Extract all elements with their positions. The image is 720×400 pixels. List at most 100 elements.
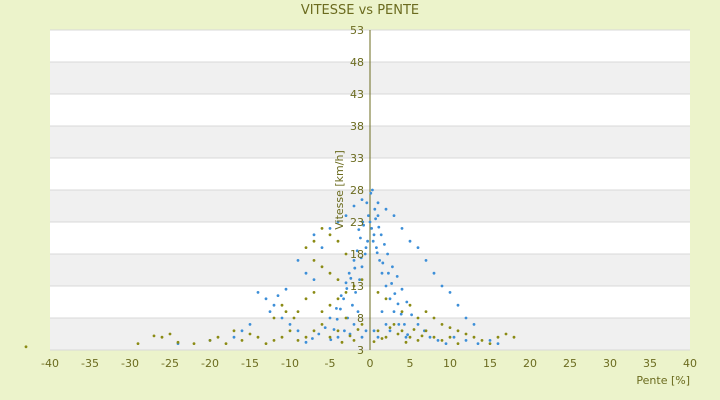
data-point xyxy=(400,329,404,333)
data-point xyxy=(403,323,406,326)
data-point xyxy=(406,333,409,337)
data-point xyxy=(192,342,196,345)
data-point xyxy=(376,329,380,333)
data-point xyxy=(440,339,444,342)
data-point xyxy=(452,335,456,339)
data-point xyxy=(264,297,268,301)
data-point xyxy=(224,342,228,345)
data-point xyxy=(512,335,516,339)
data-point xyxy=(362,223,365,227)
data-point xyxy=(376,214,380,218)
data-point xyxy=(232,335,236,339)
data-point xyxy=(304,335,308,339)
data-point xyxy=(360,198,364,202)
data-point xyxy=(248,323,252,326)
y-axis-label: Vitesse [km/h] xyxy=(333,150,346,230)
x-tick-label: -25 xyxy=(161,357,179,370)
data-point xyxy=(352,323,356,326)
data-point xyxy=(328,335,332,339)
data-point xyxy=(296,339,300,342)
data-point xyxy=(392,323,396,326)
data-point xyxy=(456,342,460,345)
data-point xyxy=(380,337,384,340)
data-point xyxy=(424,310,428,313)
data-point xyxy=(416,316,420,320)
data-point xyxy=(404,340,408,344)
data-point xyxy=(363,252,367,256)
x-tick-label: 5 xyxy=(407,357,414,370)
data-point xyxy=(368,220,372,224)
data-point xyxy=(256,335,260,339)
x-tick-label: -40 xyxy=(41,357,59,370)
data-point xyxy=(360,278,364,281)
data-point xyxy=(317,332,321,336)
data-point xyxy=(360,335,364,339)
x-tick-label: -20 xyxy=(201,357,219,370)
data-point xyxy=(272,339,276,342)
data-point xyxy=(352,204,356,208)
data-point xyxy=(387,271,390,275)
x-tick-label: 0 xyxy=(367,357,374,370)
data-point xyxy=(370,227,373,230)
data-point xyxy=(336,278,340,281)
data-point xyxy=(354,291,357,294)
data-point xyxy=(355,249,359,253)
data-point xyxy=(280,335,284,339)
data-point xyxy=(400,227,404,230)
data-point xyxy=(400,310,404,313)
data-point xyxy=(216,335,220,339)
y-tick-label: 13 xyxy=(350,280,364,293)
data-point xyxy=(476,342,480,345)
data-point xyxy=(272,303,276,307)
data-point xyxy=(280,303,284,307)
data-point xyxy=(284,287,288,291)
data-point xyxy=(336,297,340,301)
data-point xyxy=(504,332,508,336)
data-point xyxy=(376,291,380,294)
data-point xyxy=(379,233,383,237)
data-point xyxy=(464,332,468,336)
data-point xyxy=(464,339,468,342)
data-point xyxy=(432,271,436,275)
data-point xyxy=(328,227,332,230)
data-point xyxy=(360,265,364,269)
data-point xyxy=(348,332,352,336)
data-point xyxy=(396,332,400,336)
data-point xyxy=(488,339,492,342)
chart-title: VITESSE vs PENTE xyxy=(301,3,419,18)
x-tick-label: 10 xyxy=(443,357,457,370)
y-tick-label: 38 xyxy=(350,120,364,133)
data-point xyxy=(372,233,376,237)
data-point xyxy=(328,271,332,275)
data-point xyxy=(312,278,316,281)
data-point xyxy=(268,310,272,313)
data-point xyxy=(416,323,420,326)
data-point xyxy=(412,328,416,331)
data-point xyxy=(404,335,408,339)
data-point xyxy=(339,307,342,311)
data-point xyxy=(391,265,394,269)
data-point xyxy=(395,275,399,278)
data-point xyxy=(448,326,452,329)
data-point xyxy=(296,310,300,313)
data-point xyxy=(388,297,392,301)
x-tick-label: 35 xyxy=(643,357,657,370)
y-tick-label: 33 xyxy=(350,152,364,165)
data-point xyxy=(378,259,381,262)
data-point xyxy=(264,342,268,345)
data-point xyxy=(440,323,444,326)
data-point xyxy=(416,339,420,342)
data-point xyxy=(380,271,384,275)
data-point xyxy=(312,233,316,237)
data-point xyxy=(343,329,346,333)
data-point xyxy=(344,214,348,218)
x-tick-label: 15 xyxy=(483,357,497,370)
data-point xyxy=(448,291,452,294)
data-point xyxy=(349,276,353,280)
data-point xyxy=(356,328,360,331)
data-point xyxy=(383,243,386,246)
data-point xyxy=(351,303,354,307)
data-point xyxy=(424,329,428,333)
data-point xyxy=(374,217,377,221)
